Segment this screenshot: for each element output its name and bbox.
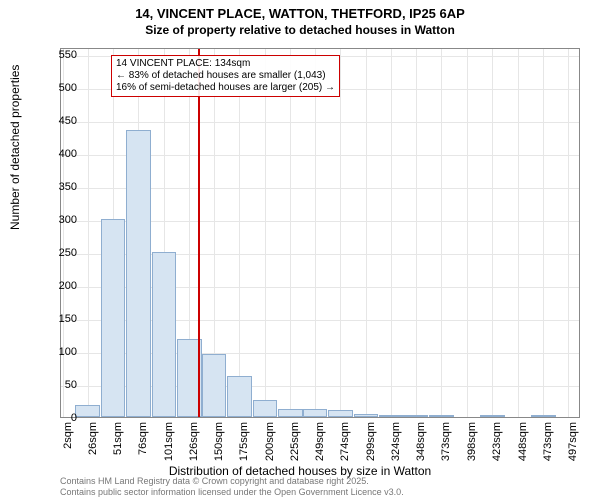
x-tick-label: 225sqm bbox=[289, 422, 301, 472]
histogram-bar bbox=[126, 130, 150, 417]
x-tick-label: 324sqm bbox=[390, 422, 402, 472]
x-tick-label: 398sqm bbox=[466, 422, 478, 472]
y-tick-label: 350 bbox=[47, 181, 77, 193]
gridline-v bbox=[441, 49, 442, 417]
y-tick-label: 50 bbox=[47, 379, 77, 391]
histogram-bar bbox=[303, 409, 327, 417]
x-tick-label: 249sqm bbox=[314, 422, 326, 472]
info-line1: 14 VINCENT PLACE: 134sqm bbox=[116, 58, 335, 70]
gridline-v bbox=[366, 49, 367, 417]
gridline-v bbox=[467, 49, 468, 417]
x-tick-label: 76sqm bbox=[137, 422, 149, 472]
x-tick-label: 2sqm bbox=[62, 422, 74, 472]
histogram-bar bbox=[328, 410, 352, 417]
histogram-bar bbox=[480, 415, 504, 417]
y-tick-label: 250 bbox=[47, 247, 77, 259]
histogram-bar bbox=[278, 409, 302, 417]
x-tick-label: 348sqm bbox=[415, 422, 427, 472]
gridline-v bbox=[568, 49, 569, 417]
histogram-bar bbox=[253, 400, 277, 417]
histogram-bar bbox=[404, 415, 428, 417]
y-tick-label: 500 bbox=[47, 82, 77, 94]
gridline-v bbox=[88, 49, 89, 417]
plot-area: 14 VINCENT PLACE: 134sqm ← 83% of detach… bbox=[60, 48, 580, 418]
histogram-bar bbox=[101, 219, 125, 417]
y-tick-label: 400 bbox=[47, 148, 77, 160]
gridline-v bbox=[543, 49, 544, 417]
gridline-v bbox=[265, 49, 266, 417]
x-tick-label: 51sqm bbox=[112, 422, 124, 472]
y-tick-label: 450 bbox=[47, 115, 77, 127]
gridline-v bbox=[518, 49, 519, 417]
histogram-bar bbox=[202, 354, 226, 417]
histogram-bar bbox=[227, 376, 251, 417]
x-tick-label: 274sqm bbox=[339, 422, 351, 472]
x-tick-label: 101sqm bbox=[163, 422, 175, 472]
histogram-bar bbox=[75, 405, 99, 417]
x-tick-label: 423sqm bbox=[491, 422, 503, 472]
gridline-v bbox=[239, 49, 240, 417]
x-tick-label: 26sqm bbox=[87, 422, 99, 472]
y-tick-label: 100 bbox=[47, 346, 77, 358]
x-tick-label: 175sqm bbox=[238, 422, 250, 472]
y-axis-label: Number of detached properties bbox=[8, 65, 22, 230]
x-tick-label: 299sqm bbox=[365, 422, 377, 472]
info-line3: 16% of semi-detached houses are larger (… bbox=[116, 82, 335, 94]
y-tick-label: 550 bbox=[47, 49, 77, 61]
footnote-line2: Contains public sector information licen… bbox=[60, 487, 404, 498]
x-tick-label: 200sqm bbox=[264, 422, 276, 472]
histogram-bar bbox=[429, 415, 453, 417]
chart-title-line2: Size of property relative to detached ho… bbox=[0, 23, 600, 37]
chart-container: 14, VINCENT PLACE, WATTON, THETFORD, IP2… bbox=[0, 0, 600, 500]
histogram-bar bbox=[152, 252, 176, 417]
y-tick-label: 150 bbox=[47, 313, 77, 325]
y-tick-label: 300 bbox=[47, 214, 77, 226]
y-tick-label: 200 bbox=[47, 280, 77, 292]
gridline-v bbox=[391, 49, 392, 417]
gridline-v bbox=[290, 49, 291, 417]
x-tick-label: 126sqm bbox=[188, 422, 200, 472]
histogram-bar bbox=[379, 415, 403, 417]
x-tick-label: 150sqm bbox=[213, 422, 225, 472]
histogram-bar bbox=[354, 414, 378, 417]
x-tick-label: 473sqm bbox=[542, 422, 554, 472]
gridline-v bbox=[416, 49, 417, 417]
histogram-bar bbox=[531, 415, 555, 417]
marker-line bbox=[198, 49, 200, 417]
footnote: Contains HM Land Registry data © Crown c… bbox=[60, 476, 404, 498]
gridline-v bbox=[315, 49, 316, 417]
footnote-line1: Contains HM Land Registry data © Crown c… bbox=[60, 476, 404, 487]
x-tick-label: 373sqm bbox=[440, 422, 452, 472]
x-tick-label: 448sqm bbox=[517, 422, 529, 472]
chart-title-line1: 14, VINCENT PLACE, WATTON, THETFORD, IP2… bbox=[0, 0, 600, 23]
info-box: 14 VINCENT PLACE: 134sqm ← 83% of detach… bbox=[111, 55, 340, 97]
gridline-v bbox=[63, 49, 64, 417]
gridline-v bbox=[340, 49, 341, 417]
x-tick-label: 497sqm bbox=[567, 422, 579, 472]
info-line2: ← 83% of detached houses are smaller (1,… bbox=[116, 70, 335, 82]
gridline-v bbox=[492, 49, 493, 417]
